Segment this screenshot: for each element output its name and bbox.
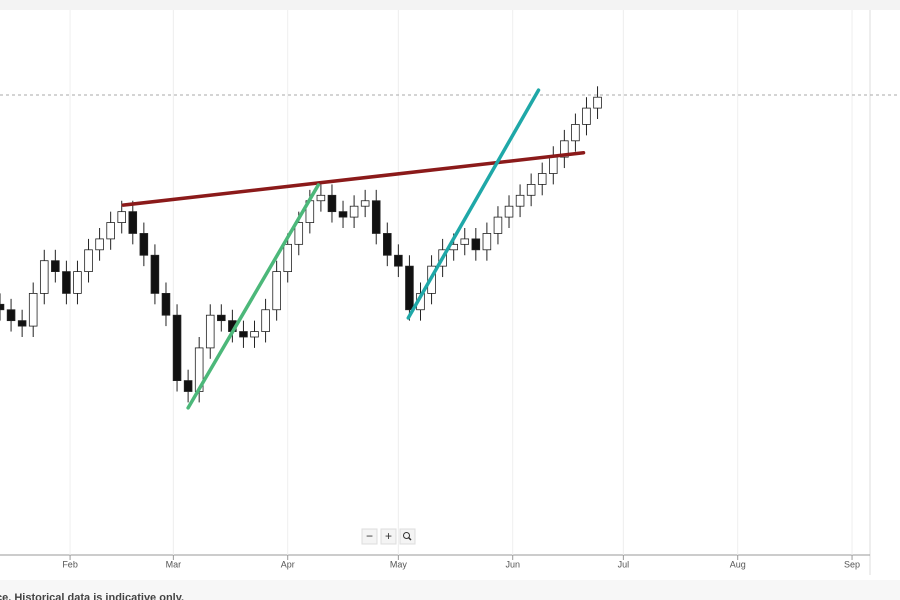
candle-body [261,309,270,332]
zoom-reset-button[interactable] [399,528,416,545]
candle-body [316,194,326,202]
candle-body [150,254,160,294]
x-tick-label: Sep [844,559,860,569]
x-tick-label: Feb [62,559,78,569]
candle-body [183,380,193,392]
x-tick-label: Jun [505,559,520,569]
trend-line [121,151,586,207]
candle-body [471,238,481,251]
candle-body [504,205,514,218]
candle-body [327,194,337,213]
candle-body [560,140,569,158]
candle-body [515,194,525,207]
candle-body [460,238,470,245]
footer-band [0,580,900,600]
candle-body [537,173,547,185]
candle-body [371,200,381,234]
zoom-icon [403,532,410,539]
candle-body [51,260,60,273]
candle-body [482,233,492,251]
candle-body [17,320,27,327]
candle-body [360,200,370,207]
candle-body [283,243,292,273]
zoom-controls: − + [361,528,416,545]
candle-body [172,314,182,382]
zoom-out-button[interactable] [361,528,378,545]
candle-body [62,271,71,294]
candle-body [28,292,38,327]
candle-body [593,96,602,109]
candle-body [272,271,281,311]
x-tick-label: Jul [618,559,630,569]
candle-body [73,271,82,294]
candle-body [405,265,414,311]
candle-body [161,292,171,316]
candle-body [84,249,93,273]
candle-body [383,233,392,256]
footer-note: ce. Historical data is indicative only. [0,592,184,600]
x-tick-label: May [390,559,408,569]
candle-body [39,260,49,294]
candle-body [106,222,115,240]
candle-body [338,211,348,218]
candle-body [95,238,104,251]
candle-body [6,309,16,322]
x-tick-label: Mar [166,559,182,569]
candle-body [250,331,259,338]
candle-body [128,211,138,234]
candle-body [205,314,215,349]
candle-body [493,216,503,234]
trend-line [406,88,541,320]
candle-body [294,222,304,245]
candle-body [549,156,558,174]
zoom-in-label: + [385,529,392,543]
x-tick-label: Apr [281,559,295,569]
candle-body [582,107,591,125]
zoom-icon-handle [407,536,412,541]
candle-body [117,211,126,223]
candle-body [571,124,580,142]
top-band [0,0,900,10]
candle-body [239,331,248,338]
candle-body [139,233,149,256]
zoom-in-button[interactable] [380,528,397,545]
trend-line [186,183,321,410]
candle-body [217,314,226,322]
candle-body [0,303,5,311]
candle-body [526,183,536,196]
candle-body [394,254,403,267]
x-tick-label: Aug [730,559,746,569]
candle-body [349,205,359,218]
zoom-out-label: − [366,529,373,543]
